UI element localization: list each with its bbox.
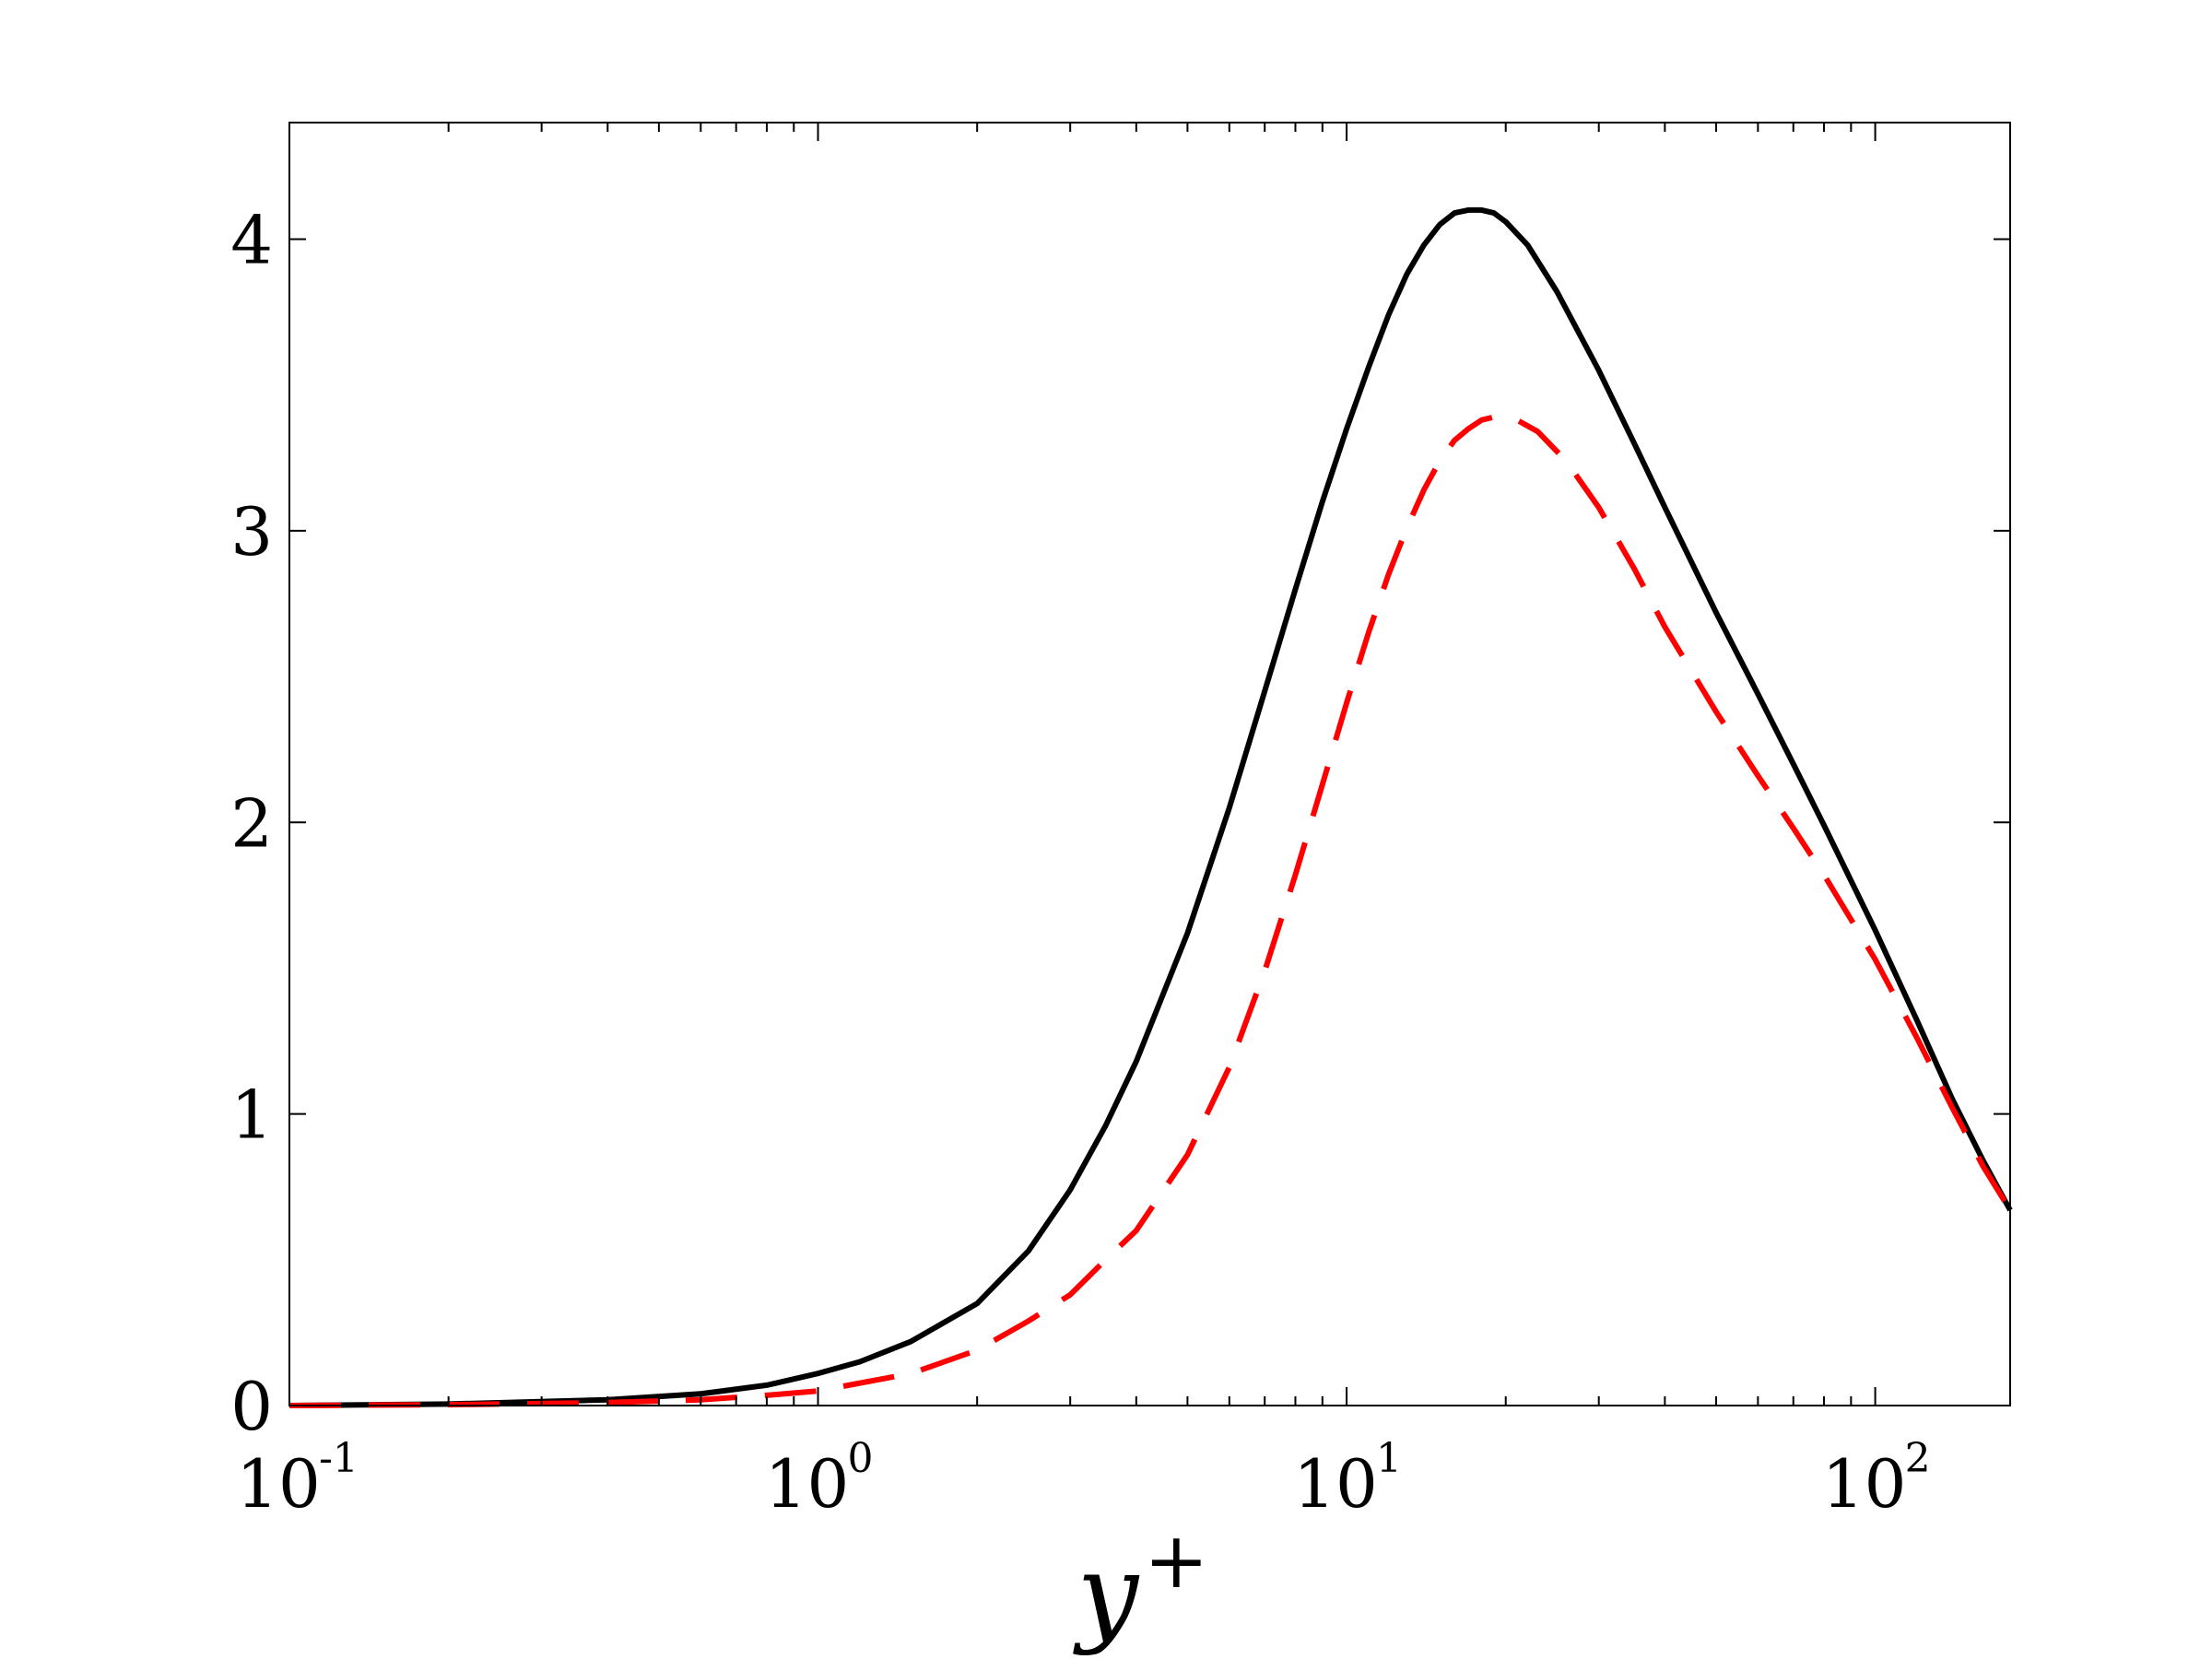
- x-tick-label: 10: [1293, 1445, 1378, 1523]
- series-line-1: [288, 206, 2013, 1408]
- y-tick-label: 2: [230, 784, 273, 862]
- y-tick-label: 3: [230, 493, 273, 571]
- plot-area: [288, 206, 2013, 1408]
- x-axis-label-base: y: [1072, 1530, 1139, 1657]
- x-tick-exponent: -1: [319, 1435, 359, 1482]
- y-tick-label: 4: [230, 202, 273, 279]
- x-tick-exponent: 0: [848, 1435, 874, 1482]
- series-line-2: [288, 414, 2013, 1408]
- plot-frame: [288, 122, 2011, 1406]
- x-tick-label: 10: [236, 1445, 321, 1523]
- y-tick-label: 0: [230, 1368, 273, 1445]
- x-axis-label: y+: [1072, 1515, 1208, 1657]
- x-tick-label: 10: [1822, 1445, 1907, 1523]
- x-tick-exponent: 2: [1905, 1435, 1931, 1482]
- x-axis-label-sup: +: [1144, 1515, 1208, 1606]
- x-tick-exponent: 1: [1376, 1435, 1402, 1482]
- x-tick-label: 10: [765, 1445, 850, 1523]
- y-tick-label: 1: [230, 1077, 273, 1154]
